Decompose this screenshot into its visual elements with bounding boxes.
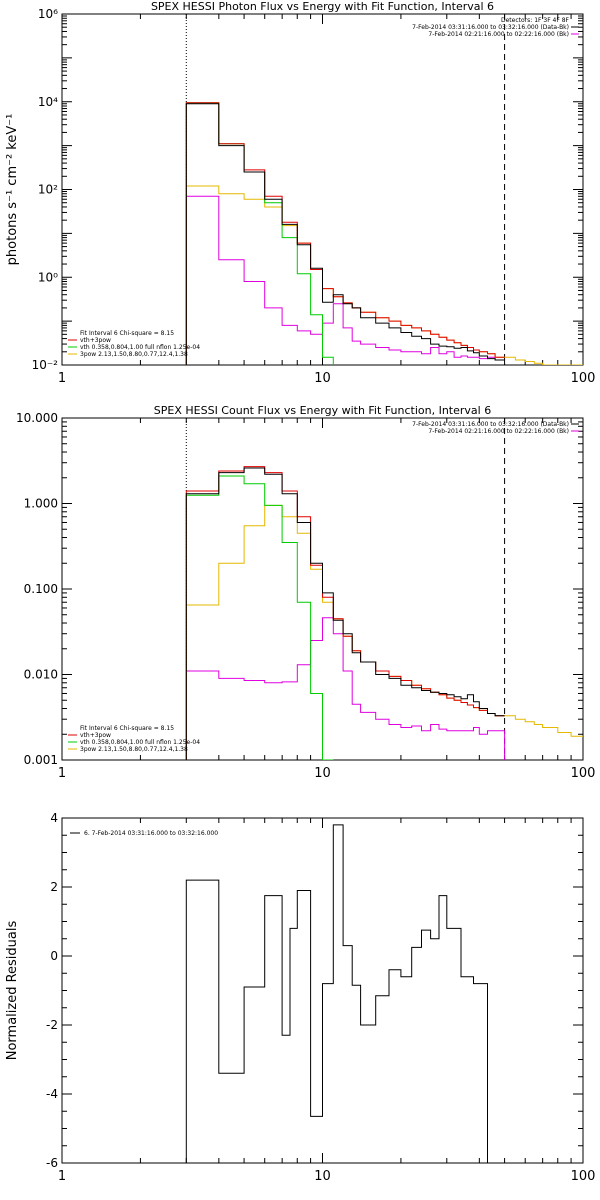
chart-panel-2: SPEX HESSI Count Flux vs Energy with Fit… [16, 404, 595, 781]
y-tick-label: -2 [46, 1018, 58, 1032]
y-tick-label: -6 [46, 1156, 58, 1170]
legend-entry: Fit Interval 6 Chi-square = 8.15 [80, 725, 174, 732]
chart-panel-1: SPEX HESSI Photon Flux vs Energy with Fi… [5, 0, 595, 386]
y-tick-label: 1.000 [24, 497, 58, 511]
series-vth [185, 475, 334, 760]
legend-entry: Detectors: 1F 3F 4F 8F [501, 17, 570, 24]
x-tick-label: 1 [58, 371, 66, 386]
y-axis-label: photons s⁻¹ cm⁻² keV⁻¹ [5, 114, 20, 266]
legend-entry: vth+3pow [80, 337, 111, 344]
legend-entry: Fit Interval 6 Chi-square = 8.15 [80, 330, 174, 337]
y-axis-label: Normalized Residuals [5, 921, 20, 1061]
y-tick-label: 10² [38, 183, 58, 197]
y-tick-label: 4 [50, 811, 58, 825]
chart-panel-3: Normalized Residuals 1 10 100 -6 -4 -2 0 2 4 6. 7-… [5, 811, 595, 1184]
y-tick-label: 0.100 [24, 582, 58, 596]
x-tick-label: 1 [58, 1169, 66, 1184]
legend-entry: 6. 7-Feb-2014 03:31:16.000 to 03:32:16.0… [84, 830, 218, 837]
series-data [185, 467, 505, 760]
y-tick-label: 2 [50, 880, 58, 894]
y-tick-label: 0 [50, 949, 58, 963]
legend-entry: 3pow 2.13,1.50,8.80,0.77,12.4,1.38 [80, 746, 188, 753]
series-pow-tail [504, 715, 583, 737]
legend-entry: vth+3pow [80, 732, 111, 739]
x-tick-label: 100 [571, 371, 596, 386]
series-data [185, 103, 505, 365]
y-tick-label: 10.000 [16, 411, 58, 425]
y-tick-label: 0.010 [24, 668, 58, 682]
y-tick-label: 10⁰ [38, 270, 58, 284]
legend-entry: 7-Feb-2014 02:21:16.000 to 02:22:16.000 … [428, 428, 569, 435]
series-pow [185, 185, 505, 365]
series-bk [185, 617, 506, 760]
x-tick-label: 100 [571, 766, 596, 781]
chart-title: SPEX HESSI Photon Flux vs Energy with Fi… [151, 0, 494, 13]
x-tick-label: 100 [571, 1169, 596, 1184]
series-vth [185, 102, 334, 365]
legend-entry: 7-Feb-2014 03:31:16.000 to 03:32:16.000 … [412, 24, 569, 31]
y-tick-label: 0.001 [24, 753, 58, 767]
series-pow [185, 504, 505, 760]
legend-entry: 7-Feb-2014 02:21:16.000 to 02:22:16.000 … [428, 31, 569, 38]
series-total [185, 466, 505, 760]
x-tick-label: 1 [58, 766, 66, 781]
y-tick-label: 10⁴ [38, 95, 58, 109]
y-tick-label: 10⁻² [32, 358, 59, 372]
x-tick-label: 10 [314, 371, 331, 386]
y-tick-label: -4 [46, 1087, 58, 1101]
x-tick-label: 10 [314, 1169, 331, 1184]
legend-entry: 3pow 2.13,1.50,8.80,0.77,12.4,1.38 [80, 351, 188, 358]
series-bk [185, 195, 505, 365]
series-pow-tail [504, 356, 583, 365]
x-tick-label: 10 [314, 766, 331, 781]
series-data [185, 824, 488, 1163]
legend-entry: vth 0.358,0.804,1.00 full nflon 1.25e-04 [80, 344, 200, 351]
series-total [185, 102, 505, 365]
chart-title: SPEX HESSI Count Flux vs Energy with Fit… [154, 404, 491, 417]
legend-entry: 7-Feb-2014 03:31:16.000 to 03:32:16.000 … [412, 421, 569, 428]
legend-entry: vth 0.358,0.804,1.00 full nflon 1.25e-04 [80, 739, 200, 746]
y-tick-label: 10⁶ [38, 7, 58, 21]
